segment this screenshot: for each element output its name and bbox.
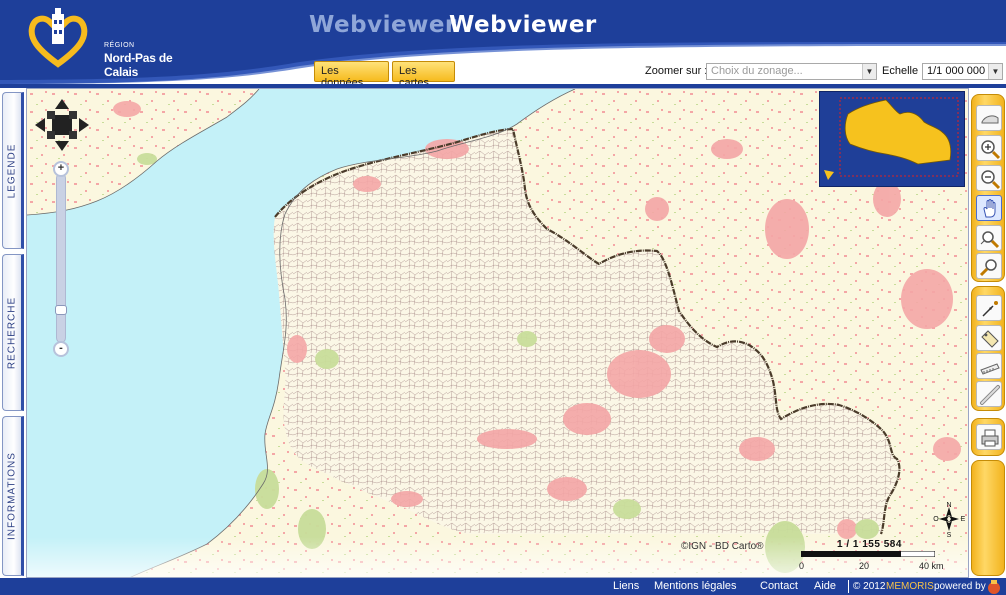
- identify-button[interactable]: [976, 295, 1002, 321]
- map-base-layer: [27, 89, 968, 577]
- compass-o: O: [933, 516, 939, 523]
- measure-area-button[interactable]: [976, 353, 1002, 379]
- left-side-panel: LEGENDE RECHERCHE INFORMATIONS: [0, 88, 26, 578]
- scale-select-value: 1/1 000 000: [927, 65, 986, 77]
- toolbar-group-tools: [971, 286, 1005, 411]
- toolbar-group-print: [971, 418, 1005, 456]
- pan-tool-button[interactable]: [976, 195, 1002, 221]
- zoom-track[interactable]: [56, 173, 66, 343]
- overview-map[interactable]: [819, 91, 965, 187]
- measure-distance-icon: [980, 385, 1000, 405]
- footer: Liens Mentions légales Contact Aide © 20…: [0, 578, 1006, 595]
- zoom-next-icon: [979, 259, 997, 277]
- compass-e: E: [961, 516, 965, 523]
- label-icon: [981, 330, 999, 348]
- logo-region-label: RÉGION: [104, 42, 135, 49]
- pan-up-icon[interactable]: [55, 99, 69, 109]
- tab-les-donnees[interactable]: Les données: [314, 61, 389, 84]
- scale-select[interactable]: 1/1 000 000 ▼: [922, 63, 1003, 80]
- pan-right-icon[interactable]: [79, 118, 89, 132]
- zoom-out-icon: [981, 170, 1001, 190]
- footer-link-aide[interactable]: Aide: [814, 580, 837, 592]
- urban-areas: [113, 101, 961, 539]
- map-copyright: ©IGN - BD Carto®: [681, 541, 764, 552]
- footer-brand[interactable]: MEMORIS: [886, 581, 934, 592]
- side-tab-recherche[interactable]: RECHERCHE: [2, 254, 24, 411]
- tab-les-cartes[interactable]: Les cartes: [392, 61, 455, 84]
- zoom-in-tool-button[interactable]: [976, 135, 1002, 161]
- side-tab-label: LEGENDE: [6, 143, 18, 198]
- logo-region-name: Nord-Pas de Calais: [104, 51, 173, 79]
- print-button[interactable]: [976, 424, 1002, 450]
- zoom-slider[interactable]: + -: [53, 161, 69, 357]
- toolbar-group-navigation: [971, 94, 1005, 282]
- scale-tick-40: 40 km: [919, 561, 944, 571]
- zoom-handle[interactable]: [55, 305, 67, 315]
- pan-control[interactable]: [35, 99, 89, 151]
- measure-area-icon: [980, 363, 1000, 375]
- map-canvas[interactable]: + - ©IGN - BD Carto® 1 / 1 155 584 0 20: [26, 88, 969, 578]
- chevron-down-icon[interactable]: ▼: [862, 64, 876, 79]
- zoom-previous-button[interactable]: [976, 225, 1002, 251]
- footer-link-mentions-legales[interactable]: Mentions légales: [654, 580, 737, 592]
- zoom-out-button[interactable]: -: [53, 341, 69, 357]
- footer-separator: [848, 580, 849, 593]
- pan-left-icon[interactable]: [35, 118, 45, 132]
- region-boundary: [274, 127, 901, 535]
- identify-icon: [982, 301, 998, 317]
- zoom-select-placeholder: Choix du zonage...: [711, 65, 803, 77]
- side-tab-label: INFORMATIONS: [6, 452, 18, 540]
- header-divider: [0, 84, 1006, 88]
- pan-down-icon[interactable]: [55, 141, 69, 151]
- app-title-shadow: Webviewer: [309, 12, 457, 38]
- footer-link-contact[interactable]: Contact: [760, 580, 798, 592]
- header: RÉGION Nord-Pas de Calais Webviewer Webv…: [0, 0, 1006, 84]
- full-extent-icon: [981, 115, 999, 124]
- powered-by-logo-icon[interactable]: [986, 579, 1002, 594]
- footer-link-liens[interactable]: Liens: [613, 580, 640, 592]
- zoom-out-tool-button[interactable]: [976, 165, 1002, 191]
- region-logo[interactable]: RÉGION Nord-Pas de Calais: [28, 8, 198, 79]
- pan-center-icon[interactable]: [52, 115, 72, 135]
- zoom-in-icon: [981, 140, 1001, 160]
- app-title: Webviewer: [449, 12, 597, 38]
- measure-distance-button[interactable]: [976, 381, 1002, 407]
- side-tab-informations[interactable]: INFORMATIONS: [2, 416, 24, 576]
- scale-ratio: 1 / 1 155 584: [837, 539, 902, 550]
- label-button[interactable]: [976, 325, 1002, 351]
- toolbar-group-empty: [971, 460, 1005, 576]
- footer-powered-by: powered by: [934, 581, 986, 592]
- map-scalebar: 1 / 1 155 584 0 20 40 km: [799, 537, 949, 572]
- zoom-previous-icon: [980, 231, 1000, 249]
- compass-rose-icon: N S O E: [933, 502, 965, 537]
- chevron-down-icon[interactable]: ▼: [988, 64, 1002, 79]
- scale-tick-20: 20: [859, 561, 870, 571]
- compass-n: N: [946, 502, 951, 509]
- pan-hand-icon: [983, 199, 996, 218]
- side-tab-label: RECHERCHE: [6, 296, 18, 369]
- overview-map-graphic: [824, 97, 959, 180]
- zoom-next-button[interactable]: [976, 253, 1002, 279]
- scale-label: Echelle :: [882, 65, 925, 77]
- scale-tick-0: 0: [799, 561, 805, 571]
- zoom-label: Zoomer sur :: [645, 65, 708, 77]
- footer-copyright: © 2012: [853, 581, 886, 592]
- side-tab-legende[interactable]: LEGENDE: [2, 92, 24, 249]
- region-heart-logo-icon: [28, 8, 88, 68]
- zoom-in-button[interactable]: +: [53, 161, 69, 177]
- map-bottom-fade: [27, 537, 968, 577]
- print-icon: [981, 429, 999, 447]
- header-banner: [0, 0, 1006, 84]
- full-extent-button[interactable]: [976, 105, 1002, 131]
- map-toolbar: [970, 88, 1006, 578]
- compass-s: S: [947, 532, 952, 537]
- scale-bar-graphic: [801, 551, 935, 557]
- zoom-zonage-select[interactable]: Choix du zonage... ▼: [706, 63, 877, 80]
